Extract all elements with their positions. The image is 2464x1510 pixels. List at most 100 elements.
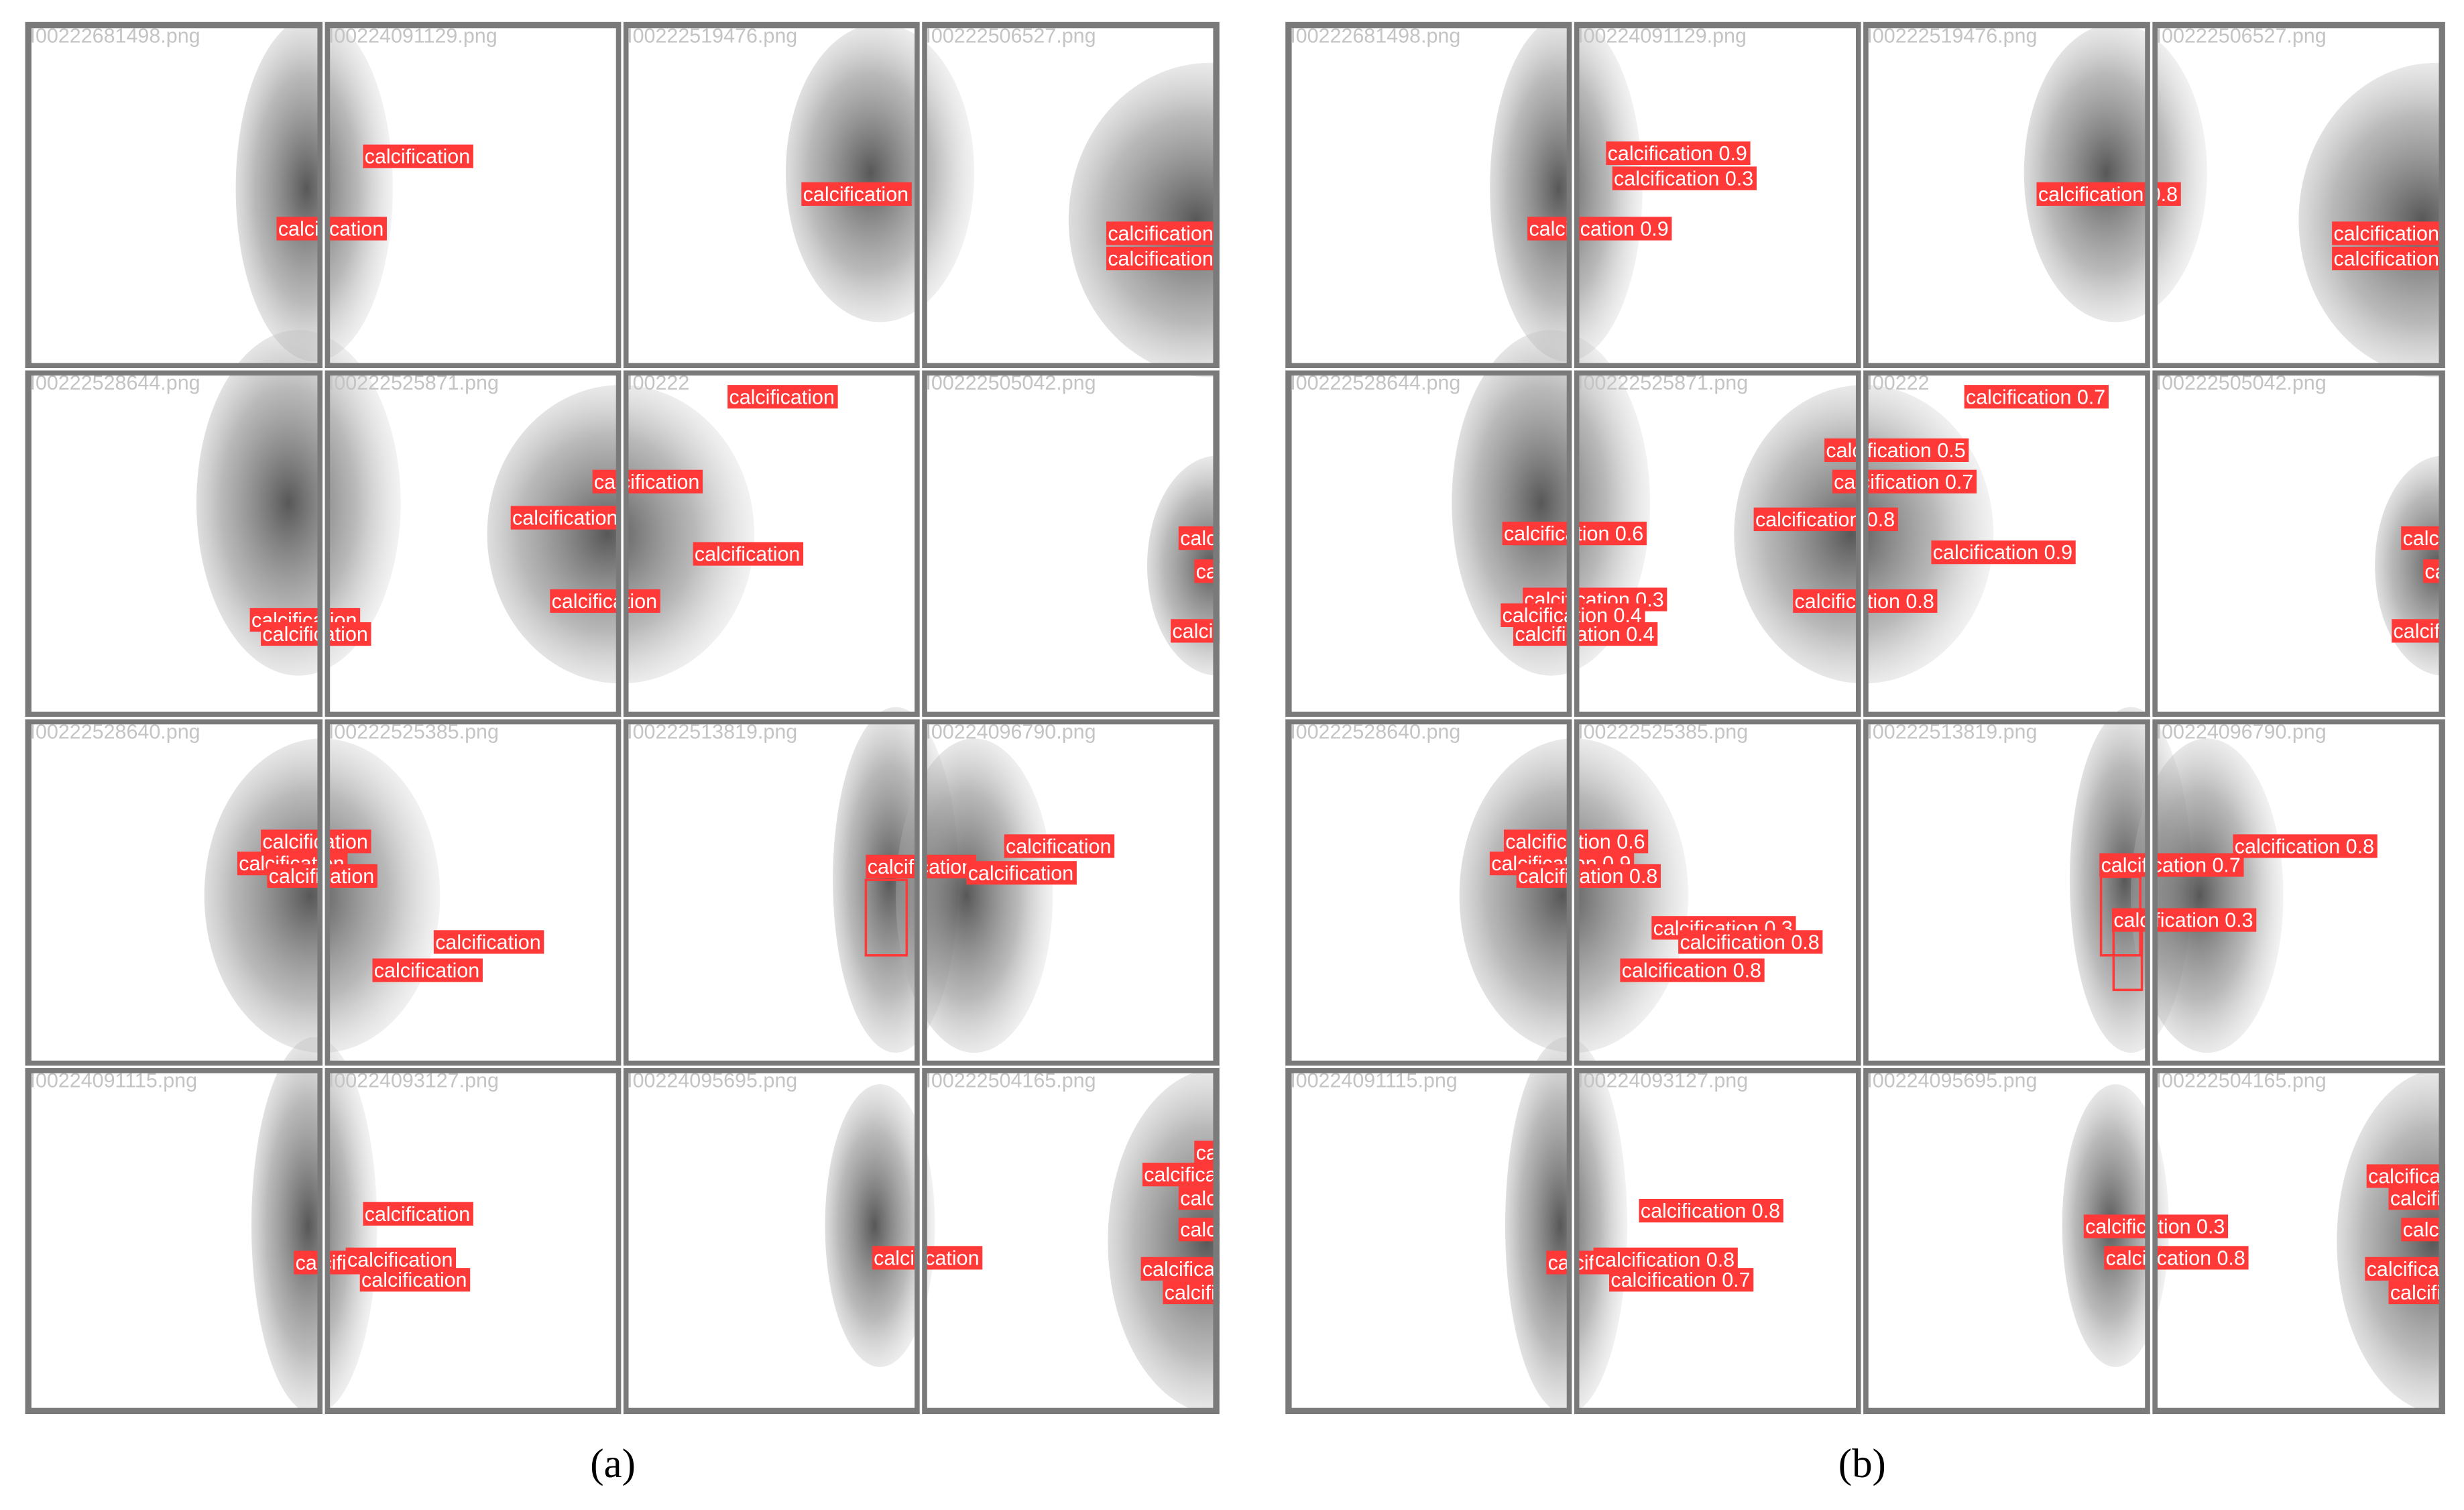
detection-label: calcification bbox=[2368, 1165, 2464, 1188]
detection-label: calcification bbox=[1172, 620, 1277, 642]
label-background bbox=[359, 1268, 471, 1292]
detection-label: calcification bbox=[2333, 247, 2439, 270]
caption: (b) bbox=[1838, 1442, 1886, 1487]
detection-label: calcification bbox=[278, 218, 384, 241]
tile-frame bbox=[323, 21, 623, 369]
tile-frame bbox=[323, 369, 623, 718]
label-background bbox=[1639, 1199, 1783, 1223]
detection-label: calcification 0.8 bbox=[1641, 1200, 1780, 1222]
label-background bbox=[2366, 1164, 2445, 1188]
tile-frame bbox=[1285, 369, 1574, 718]
label-background bbox=[1140, 1257, 1220, 1281]
label-background bbox=[433, 930, 544, 954]
label-background bbox=[2401, 526, 2445, 550]
label-background bbox=[1824, 438, 1969, 462]
label-background bbox=[966, 861, 1077, 885]
label-background bbox=[727, 385, 838, 409]
detection-label: calcification bbox=[2403, 527, 2464, 550]
mammogram-mosaic bbox=[196, 21, 1220, 1415]
detection-label: calcification bbox=[594, 471, 699, 493]
label-background bbox=[1178, 1218, 1220, 1242]
detection-label: calcification 0.8 bbox=[1518, 865, 1657, 888]
breast-image bbox=[895, 738, 1053, 1053]
label-background bbox=[1964, 385, 2109, 409]
detection-label: calcification 0.9 bbox=[1608, 142, 1747, 165]
breast-image bbox=[196, 330, 401, 676]
tile-frame bbox=[1862, 369, 2152, 718]
label-background bbox=[1163, 1280, 1220, 1305]
detection-label: calcification bbox=[695, 543, 800, 566]
breast-image bbox=[251, 1037, 377, 1415]
detection-label: calcification bbox=[262, 830, 367, 853]
detection-label: calcification 0.3 bbox=[1614, 168, 1753, 190]
detection-label: calcification 0.7 bbox=[1610, 1269, 1750, 1291]
label-background bbox=[872, 1246, 983, 1270]
label-background bbox=[1106, 221, 1217, 245]
breast-image bbox=[1108, 1068, 1220, 1414]
detection-label: calcification bbox=[435, 931, 540, 953]
label-background bbox=[261, 829, 371, 854]
caption: (a) bbox=[590, 1442, 636, 1487]
detection-label: calcification bbox=[1108, 247, 1213, 270]
detection-label: calcification bbox=[1006, 835, 1111, 858]
detection-label: calcification bbox=[729, 386, 834, 408]
detection-label: calcification bbox=[1108, 223, 1213, 245]
label-background bbox=[2099, 853, 2244, 877]
detection-label: calcification 0.8 bbox=[1595, 1248, 1735, 1271]
tile-frame bbox=[1573, 717, 1863, 1067]
detection-label: calcification bbox=[512, 507, 618, 530]
label-background bbox=[1004, 834, 1115, 858]
label-background bbox=[1178, 1186, 1220, 1210]
tile-frame bbox=[1862, 1067, 2152, 1415]
label-background bbox=[1527, 217, 1672, 241]
tile-frame bbox=[323, 1067, 623, 1415]
label-background bbox=[510, 506, 622, 530]
detection-label: calcification bbox=[2333, 223, 2439, 245]
breast-image bbox=[2337, 1068, 2445, 1414]
detection-label: calcification bbox=[1142, 1258, 1248, 1281]
detection-label: calcification bbox=[365, 146, 470, 168]
tile-frame bbox=[25, 717, 324, 1067]
label-background bbox=[276, 217, 387, 241]
tile-frame bbox=[921, 21, 1220, 369]
tile-frame bbox=[1573, 21, 1863, 369]
breast-image bbox=[825, 1084, 935, 1367]
breast-image bbox=[2298, 62, 2445, 378]
detection-label: calcification 0.8 bbox=[1622, 960, 1761, 982]
tile-frame bbox=[1573, 1067, 1863, 1415]
detection-label: calcification 0.7 bbox=[1966, 386, 2105, 408]
label-background bbox=[1678, 930, 1823, 954]
detection-label: calcification 0.8 bbox=[1755, 508, 1895, 531]
detection-label: calcification bbox=[1180, 1218, 1285, 1241]
detection-box bbox=[864, 878, 908, 957]
label-background bbox=[2365, 1257, 2445, 1281]
detection-label: calcification bbox=[2390, 1281, 2464, 1304]
label-background bbox=[2388, 1280, 2445, 1305]
breast-image bbox=[235, 21, 393, 361]
label-background bbox=[1753, 507, 1898, 532]
detection-label: calcification 0.5 bbox=[1826, 439, 1965, 462]
detection-label: calcification 0.8 bbox=[1680, 931, 1819, 953]
tile-frame bbox=[25, 369, 324, 718]
label-background bbox=[1171, 619, 1220, 643]
detection-label: calcification bbox=[1144, 1163, 1249, 1186]
detection-label: calcification 0.9 bbox=[1933, 541, 2072, 564]
detection-label: calcification bbox=[374, 960, 479, 982]
detection-label: calcification bbox=[1165, 1281, 1270, 1304]
label-background bbox=[1612, 166, 1757, 190]
tile-frame bbox=[622, 717, 921, 1067]
tile-frame bbox=[2151, 369, 2445, 718]
tile-frame bbox=[1285, 21, 1574, 369]
label-background bbox=[550, 589, 660, 613]
tile-frame bbox=[622, 1067, 921, 1415]
detection-label: calcification 0.7 bbox=[2101, 854, 2241, 877]
detection-label: calcification bbox=[347, 1248, 453, 1271]
label-background bbox=[1931, 540, 2076, 565]
detection-label: calcification 0.4 bbox=[1515, 623, 1654, 646]
tile-frame bbox=[25, 21, 324, 369]
breast-image bbox=[2131, 738, 2284, 1053]
detection-label: calcification bbox=[1180, 1187, 1285, 1210]
breast-image bbox=[1068, 62, 1220, 378]
tile-frame bbox=[323, 717, 623, 1067]
